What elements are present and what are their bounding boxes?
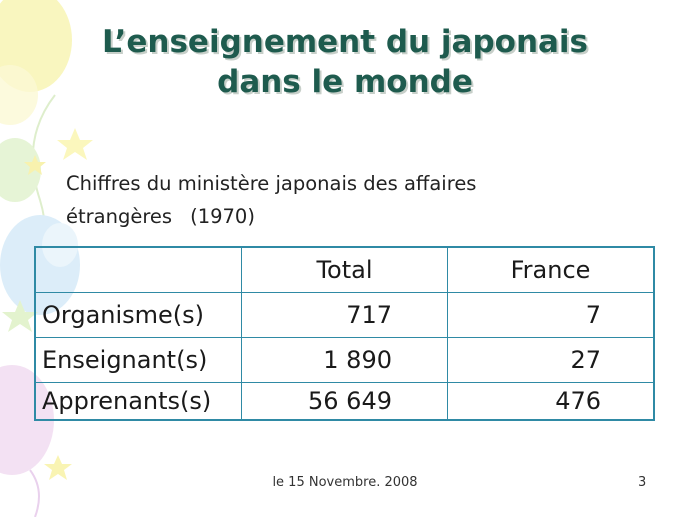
balloon-green (0, 138, 41, 202)
row-france: 476 (447, 382, 655, 421)
subtitle-line2-text: étrangères (66, 205, 173, 228)
row-total: 1 890 (241, 337, 448, 383)
row-label: Enseignant(s) (34, 337, 242, 383)
slide-title-line1: L’enseignement du japonais (101, 24, 589, 60)
row-label: Organisme(s) (34, 292, 242, 338)
statistics-table: Total France Organisme(s) 717 7 Enseigna… (34, 246, 655, 421)
subtitle-year: (1970) (190, 205, 255, 228)
table-header-france: France (447, 246, 655, 293)
star-yellow-2 (24, 155, 46, 175)
table-row: Enseignant(s) 1 890 27 (34, 337, 655, 383)
row-france: 27 (447, 337, 655, 383)
row-total: 717 (241, 292, 448, 338)
star-green (2, 300, 38, 332)
star-yellow-1 (57, 128, 93, 160)
row-france: 7 (447, 292, 655, 338)
table-header-cell (34, 246, 242, 293)
row-label: Apprenants(s) (34, 382, 242, 421)
footer-date: le 15 Novembre. 2008 (272, 475, 418, 490)
slide-subtitle: Chiffres du ministère japonais des affai… (66, 167, 626, 233)
slide-title: L’enseignement du japonais dans le monde (20, 22, 670, 102)
row-total: 56 649 (241, 382, 448, 421)
table-header-row: Total France (34, 246, 655, 293)
slide-title-line2: dans le monde (217, 64, 473, 100)
table-row: Apprenants(s) 56 649 476 (34, 382, 655, 421)
star-yellow-3 (44, 455, 72, 480)
table-header-total: Total (241, 246, 448, 293)
table-row: Organisme(s) 717 7 (34, 292, 655, 338)
page-number: 3 (638, 475, 647, 490)
subtitle-line2: étrangères (1970) (66, 200, 626, 233)
subtitle-line1: Chiffres du ministère japonais des affai… (66, 172, 477, 195)
